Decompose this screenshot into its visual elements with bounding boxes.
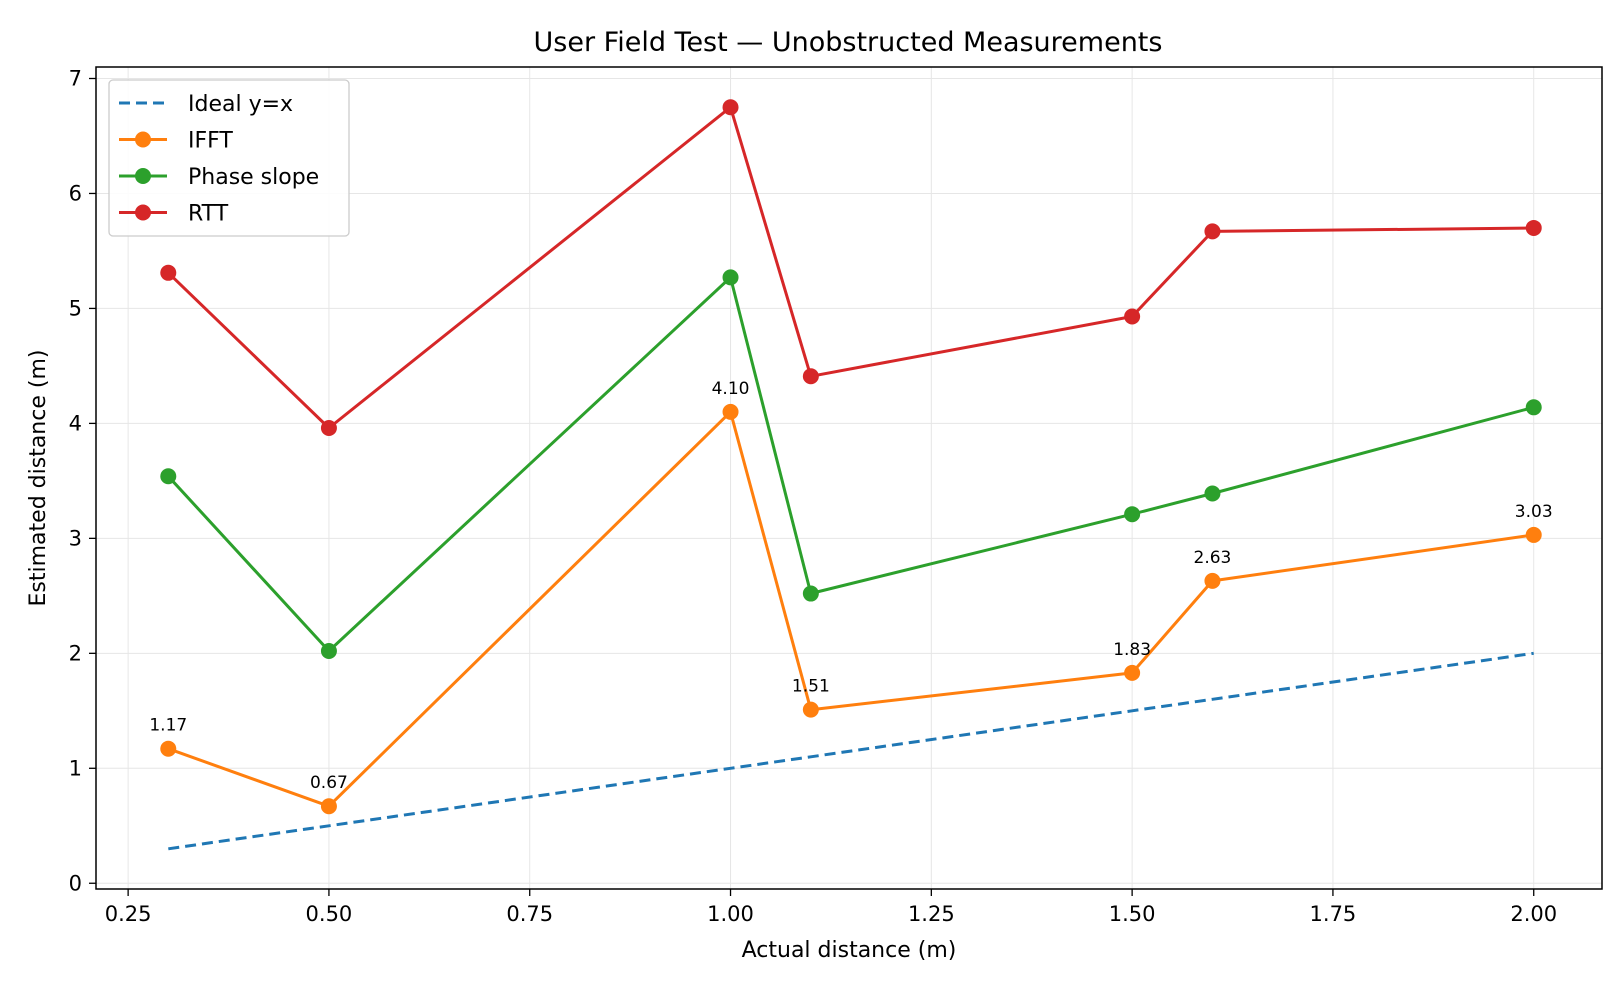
x-tick-label: 1.00	[707, 902, 754, 926]
data-label: 1.51	[792, 677, 830, 697]
point-phase-slope	[1204, 485, 1221, 502]
point-rtt	[722, 99, 739, 116]
data-label: 1.83	[1113, 640, 1151, 660]
legend-label: Ideal y=x	[188, 92, 293, 117]
series-ideal-y-x	[168, 651, 1534, 851]
legend-marker	[135, 131, 151, 148]
legend-item-rtt: RTT	[119, 202, 229, 227]
y-tick-label: 6	[69, 181, 82, 205]
series-line-phase-slope	[167, 275, 1535, 653]
chart-title: User Field Test — Unobstructed Measureme…	[534, 27, 1163, 58]
y-tick-label: 0	[69, 871, 82, 895]
point-rtt	[160, 264, 177, 281]
point-ifft	[1204, 572, 1221, 589]
point-rtt	[320, 419, 337, 436]
x-tick-label: 1.75	[1310, 902, 1357, 926]
y-tick-label: 1	[69, 756, 82, 780]
series-phase-slope	[160, 269, 1542, 660]
point-ifft	[802, 701, 819, 718]
point-phase-slope	[722, 269, 739, 286]
legend-item-phase-slope: Phase slope	[119, 165, 319, 190]
point-rtt	[802, 368, 819, 385]
y-tick-label: 7	[69, 66, 82, 90]
x-tick-label: 1.50	[1109, 902, 1156, 926]
series-line-rtt	[167, 105, 1534, 430]
point-rtt	[1204, 223, 1221, 240]
x-axis-label: Actual distance (m)	[742, 938, 957, 963]
point-rtt	[1525, 219, 1542, 236]
point-phase-slope	[802, 585, 819, 602]
point-ifft	[722, 403, 739, 420]
y-tick-label: 4	[69, 411, 82, 435]
y-tick-label: 2	[69, 641, 82, 665]
axis-ticks: 0.25 0.50 0.75 1.00 1.25 1.50 1.75 2.00 0 1 2 3 4 5 6 7	[69, 66, 1557, 926]
legend-label: RTT	[188, 202, 229, 227]
x-tick-label: 0.75	[506, 902, 553, 926]
point-phase-slope	[1124, 506, 1141, 523]
point-ifft	[1525, 526, 1542, 543]
point-ifft	[1124, 664, 1141, 681]
y-tick-label: 5	[69, 296, 82, 320]
plot-frame	[95, 66, 1603, 890]
x-tick-label: 0.50	[306, 902, 353, 926]
series-ifft	[160, 403, 1542, 815]
point-rtt	[1124, 308, 1141, 325]
x-tick-label: 0.25	[105, 902, 152, 926]
data-label: 2.63	[1194, 548, 1232, 568]
data-label: 1.17	[149, 716, 187, 736]
point-phase-slope	[320, 643, 337, 660]
data-label: 0.67	[310, 773, 348, 793]
data-label: 4.10	[712, 379, 750, 399]
y-tick-label: 3	[69, 526, 82, 550]
point-ifft	[160, 740, 177, 757]
legend-item-ifft: IFFT	[119, 129, 233, 154]
series-line-ideal-y-x	[168, 651, 1534, 851]
plot-series	[160, 99, 1542, 851]
legend-label: Phase slope	[188, 165, 319, 190]
x-tick-label: 1.25	[908, 902, 955, 926]
legend: Ideal y=x IFFT Phase slope RTT	[108, 79, 350, 237]
x-tick-label: 2.00	[1510, 902, 1557, 926]
legend-item-ideal-y-x: Ideal y=x	[119, 92, 293, 117]
data-label: 3.03	[1515, 502, 1553, 522]
grid	[96, 67, 1602, 889]
data-labels: 1.17 0.67 4.10 1.51 1.83 2.63 3.03	[149, 379, 1552, 793]
y-axis-label: Estimated distance (m)	[26, 350, 51, 607]
legend-box	[108, 79, 350, 237]
point-phase-slope	[1525, 399, 1542, 416]
point-ifft	[320, 798, 337, 815]
point-phase-slope	[160, 468, 177, 485]
series-rtt	[160, 99, 1542, 436]
legend-marker	[135, 204, 151, 221]
legend-marker	[135, 168, 151, 184]
legend-label: IFFT	[188, 129, 233, 154]
